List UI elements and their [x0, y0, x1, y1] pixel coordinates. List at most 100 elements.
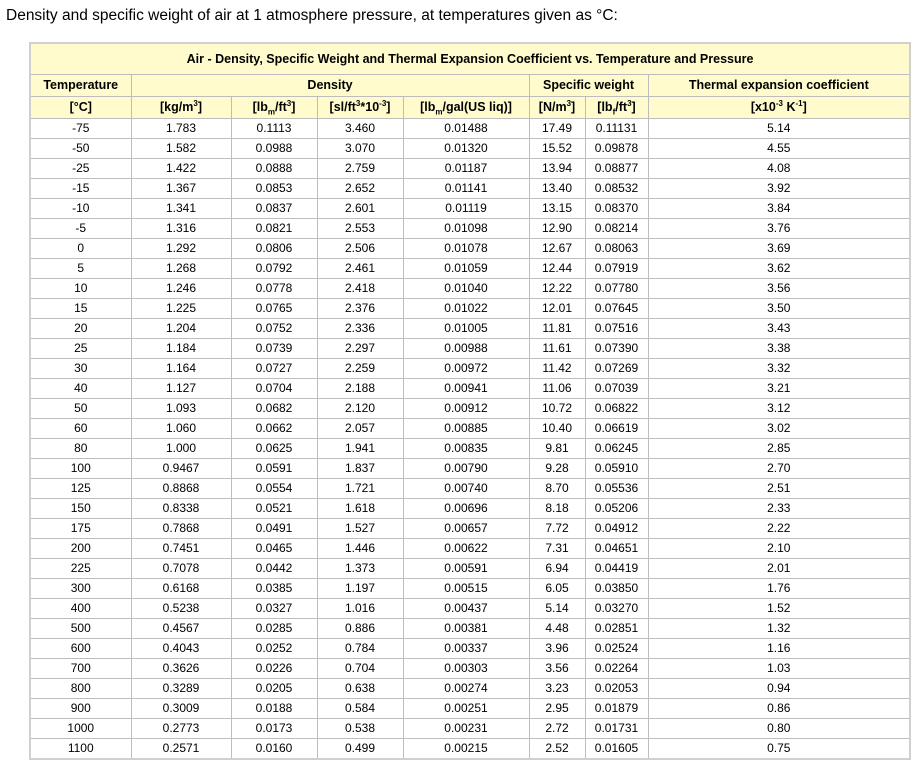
density-slft3-cell: 0.584 — [316, 698, 404, 719]
density-kgm3-cell: 1.204 — [130, 318, 232, 339]
table-row: 800 0.3289 0.0205 0.638 0.00274 3.23 0.02053 0.… — [29, 678, 911, 699]
density-slft3-cell: 0.638 — [316, 678, 404, 699]
thermal-coefficient-cell: 0.94 — [647, 678, 911, 699]
density-kgm3-cell: 0.4567 — [130, 618, 232, 639]
density-slft3-cell: 2.057 — [316, 418, 404, 439]
thermal-coefficient-cell: 5.14 — [647, 118, 911, 139]
density-slft3-cell: 2.120 — [316, 398, 404, 419]
temperature-cell: 0 — [29, 238, 132, 259]
table-row: 80 1.000 0.0625 1.941 0.00835 9.81 0.06245 2.85 — [29, 438, 911, 459]
specific-weight-lbfft3-cell: 0.03850 — [584, 578, 649, 599]
header-thermal-expansion: Thermal expansion coefficient — [647, 74, 911, 97]
density-lbmgal-cell: 0.00437 — [402, 598, 530, 619]
density-kgm3-cell: 1.225 — [130, 298, 232, 319]
specific-weight-lbfft3-cell: 0.05910 — [584, 458, 649, 479]
specific-weight-lbfft3-cell: 0.01879 — [584, 698, 649, 719]
density-lbmgal-cell: 0.01187 — [402, 158, 530, 179]
specific-weight-nm3-cell: 6.94 — [528, 558, 586, 579]
specific-weight-lbfft3-cell: 0.04912 — [584, 518, 649, 539]
thermal-coefficient-cell: 3.50 — [647, 298, 911, 319]
density-slft3-cell: 0.704 — [316, 658, 404, 679]
table-row: 225 0.7078 0.0442 1.373 0.00591 6.94 0.04419 2.… — [29, 558, 911, 579]
specific-weight-lbfft3-cell: 0.11131 — [584, 118, 649, 139]
density-slft3-cell: 2.506 — [316, 238, 404, 259]
temperature-cell: -10 — [29, 198, 132, 219]
thermal-coefficient-cell: 0.80 — [647, 718, 911, 739]
table-title: Air - Density, Specific Weight and Therm… — [29, 42, 911, 75]
density-lbmgal-cell: 0.01040 — [402, 278, 530, 299]
density-lbmgal-cell: 0.00274 — [402, 678, 530, 699]
specific-weight-lbfft3-cell: 0.08063 — [584, 238, 649, 259]
thermal-coefficient-cell: 1.16 — [647, 638, 911, 659]
density-lbmgal-cell: 0.00972 — [402, 358, 530, 379]
temperature-cell: 225 — [29, 558, 132, 579]
table-row: 150 0.8338 0.0521 1.618 0.00696 8.18 0.05206 2.… — [29, 498, 911, 519]
unit-thermal-coefficient: [x10-3 K-1] — [647, 96, 911, 119]
specific-weight-nm3-cell: 9.81 — [528, 438, 586, 459]
temperature-cell: 700 — [29, 658, 132, 679]
density-lbmgal-cell: 0.01059 — [402, 258, 530, 279]
specific-weight-nm3-cell: 12.90 — [528, 218, 586, 239]
specific-weight-nm3-cell: 12.22 — [528, 278, 586, 299]
unit-celsius: [°C] — [29, 96, 132, 119]
table-row: 300 0.6168 0.0385 1.197 0.00515 6.05 0.03850 1.… — [29, 578, 911, 599]
density-lbmft3-cell: 0.1113 — [230, 118, 318, 139]
temperature-cell: 50 — [29, 398, 132, 419]
header-temperature: Temperature — [29, 74, 132, 97]
density-lbmgal-cell: 0.01320 — [402, 138, 530, 159]
density-slft3-cell: 2.297 — [316, 338, 404, 359]
specific-weight-lbfft3-cell: 0.02851 — [584, 618, 649, 639]
density-lbmgal-cell: 0.01022 — [402, 298, 530, 319]
temperature-cell: 100 — [29, 458, 132, 479]
specific-weight-nm3-cell: 5.14 — [528, 598, 586, 619]
specific-weight-lbfft3-cell: 0.06245 — [584, 438, 649, 459]
specific-weight-lbfft3-cell: 0.05536 — [584, 478, 649, 499]
table-row: 400 0.5238 0.0327 1.016 0.00437 5.14 0.03270 1.… — [29, 598, 911, 619]
density-lbmft3-cell: 0.0837 — [230, 198, 318, 219]
density-slft3-cell: 2.601 — [316, 198, 404, 219]
specific-weight-lbfft3-cell: 0.02053 — [584, 678, 649, 699]
density-slft3-cell: 1.618 — [316, 498, 404, 519]
density-lbmft3-cell: 0.0285 — [230, 618, 318, 639]
density-lbmft3-cell: 0.0160 — [230, 738, 318, 760]
specific-weight-nm3-cell: 12.44 — [528, 258, 586, 279]
density-slft3-cell: 2.418 — [316, 278, 404, 299]
density-lbmgal-cell: 0.00622 — [402, 538, 530, 559]
density-lbmgal-cell: 0.00941 — [402, 378, 530, 399]
specific-weight-nm3-cell: 2.95 — [528, 698, 586, 719]
thermal-coefficient-cell: 3.38 — [647, 338, 911, 359]
thermal-coefficient-cell: 4.55 — [647, 138, 911, 159]
temperature-cell: 175 — [29, 518, 132, 539]
density-kgm3-cell: 0.3009 — [130, 698, 232, 719]
density-slft3-cell: 1.197 — [316, 578, 404, 599]
density-lbmgal-cell: 0.00337 — [402, 638, 530, 659]
thermal-coefficient-cell: 3.84 — [647, 198, 911, 219]
table-row: -15 1.367 0.0853 2.652 0.01141 13.40 0.08532 3.… — [29, 178, 911, 199]
density-slft3-cell: 2.376 — [316, 298, 404, 319]
density-slft3-cell: 2.461 — [316, 258, 404, 279]
specific-weight-lbfft3-cell: 0.06619 — [584, 418, 649, 439]
specific-weight-nm3-cell: 11.42 — [528, 358, 586, 379]
thermal-coefficient-cell: 1.32 — [647, 618, 911, 639]
table-row: 15 1.225 0.0765 2.376 0.01022 12.01 0.07645 3.5… — [29, 298, 911, 319]
density-slft3-cell: 1.941 — [316, 438, 404, 459]
density-kgm3-cell: 0.3626 — [130, 658, 232, 679]
specific-weight-lbfft3-cell: 0.06822 — [584, 398, 649, 419]
density-kgm3-cell: 1.316 — [130, 218, 232, 239]
temperature-cell: 25 — [29, 338, 132, 359]
density-lbmft3-cell: 0.0682 — [230, 398, 318, 419]
density-lbmft3-cell: 0.0385 — [230, 578, 318, 599]
temperature-cell: 150 — [29, 498, 132, 519]
table-row: -10 1.341 0.0837 2.601 0.01119 13.15 0.08370 3.… — [29, 198, 911, 219]
density-lbmft3-cell: 0.0188 — [230, 698, 318, 719]
thermal-coefficient-cell: 3.56 — [647, 278, 911, 299]
thermal-coefficient-cell: 2.01 — [647, 558, 911, 579]
table-row: 100 0.9467 0.0591 1.837 0.00790 9.28 0.05910 2.… — [29, 458, 911, 479]
density-slft3-cell: 3.070 — [316, 138, 404, 159]
thermal-coefficient-cell: 2.51 — [647, 478, 911, 499]
unit-kg-per-m3: [kg/m3] — [130, 96, 232, 119]
specific-weight-lbfft3-cell: 0.07919 — [584, 258, 649, 279]
temperature-cell: 800 — [29, 678, 132, 699]
specific-weight-nm3-cell: 2.72 — [528, 718, 586, 739]
density-lbmgal-cell: 0.00381 — [402, 618, 530, 639]
